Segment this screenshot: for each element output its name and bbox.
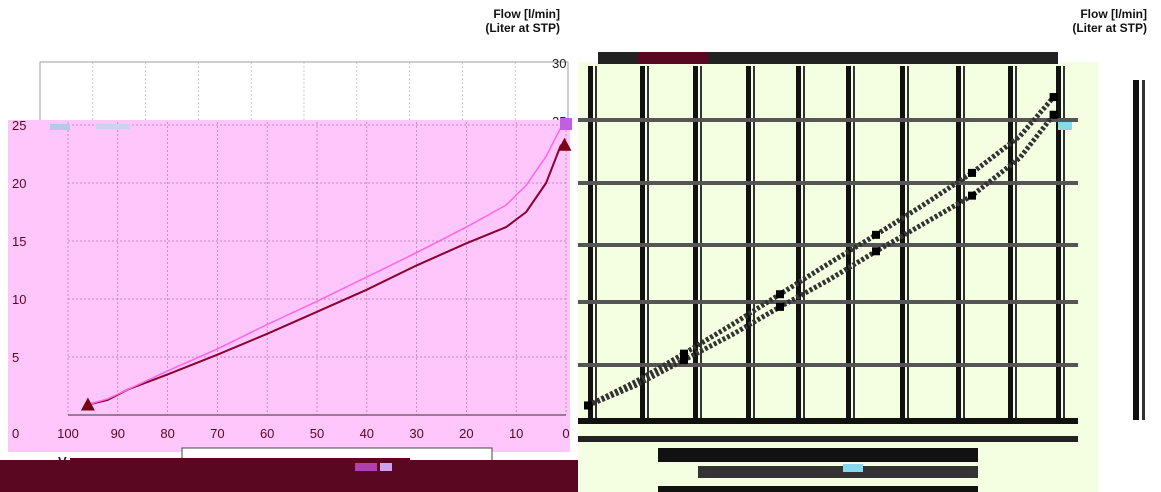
- glitch-pixel: [380, 463, 392, 471]
- right-footer-glitch-cyan: [843, 464, 863, 472]
- right-footer-glitch: [578, 436, 1078, 492]
- right-series-point: [680, 355, 688, 364]
- flow-axis-title-right: Flow [l/min] (Liter at STP): [987, 7, 1147, 35]
- flow-axis-title: Flow [l/min] (Liter at STP): [400, 7, 560, 35]
- glitch-pixel: [355, 463, 377, 471]
- right-series-point: [1049, 93, 1058, 102]
- flow-axis-label: Flow [l/min]: [493, 7, 560, 21]
- y-tick-label: 5: [12, 350, 19, 365]
- x-tick-label: 90: [111, 426, 125, 441]
- right-grid-horizontal: [578, 300, 1078, 304]
- x-tick-label: 50: [310, 426, 324, 441]
- right-series-point: [872, 230, 880, 239]
- right-grid-horizontal: [578, 243, 1078, 247]
- x-tick-label: 70: [210, 426, 224, 441]
- y-tick-label: 15: [12, 234, 26, 249]
- right-series-point: [680, 349, 688, 358]
- right-footer-tick-strip: [578, 436, 1078, 442]
- right-footer-strip-bottom: [658, 486, 978, 492]
- right-series-point: [872, 247, 880, 256]
- right-series-point: [776, 290, 784, 299]
- x-tick-label: 30: [409, 426, 423, 441]
- right-data-series: [584, 93, 1058, 410]
- x-tick-label: 10: [509, 426, 523, 441]
- marker-triangle: [557, 137, 572, 151]
- y-tick-label: 10: [12, 292, 26, 307]
- right-series-line: [587, 113, 1056, 408]
- x-tick-label: 80: [160, 426, 174, 441]
- background-grid: 3025: [39, 56, 569, 129]
- pink-plot-panel: [8, 120, 570, 452]
- marker-triangle: [80, 397, 95, 411]
- y-tick-label: 20: [12, 176, 26, 191]
- y-tick-right: 30: [552, 56, 566, 71]
- right-series-point: [968, 191, 976, 200]
- right-top-strip-dark: [638, 52, 708, 64]
- marker-square: [560, 118, 572, 130]
- right-footer-strip: [658, 448, 978, 462]
- right-series-line: [586, 95, 1056, 408]
- y-tick-label: 0: [12, 426, 19, 441]
- glitch-pixel: [96, 124, 130, 129]
- right-grid-horizontal: [578, 363, 1078, 367]
- glitch-pixel: [50, 124, 70, 130]
- x-tick-label: 60: [260, 426, 274, 441]
- right-x-axis: [578, 418, 1078, 424]
- right-grid-horizontal: [578, 181, 1078, 185]
- x-tick-label: 100: [57, 426, 79, 441]
- right-chart-panel: Flow [l/min] (Liter at STP): [578, 0, 1161, 492]
- data-markers: [80, 118, 572, 411]
- right-side-bar-thin: [1142, 80, 1145, 420]
- right-grid-horizontal: [578, 118, 1078, 122]
- x-tick-label: 40: [360, 426, 374, 441]
- data-series: [87, 126, 562, 406]
- right-top-strip: [598, 52, 1058, 64]
- flow-axis-label-right: Flow [l/min]: [1080, 7, 1147, 21]
- right-side-bar: [1133, 80, 1139, 420]
- y-tick-label: 25: [12, 118, 26, 133]
- left-chart-panel: Flow [l/min] (Liter at STP) 3025 1009080…: [0, 0, 578, 492]
- right-plot-grid: [578, 52, 1145, 424]
- right-chart: [578, 52, 1145, 492]
- plot-grid: [67, 122, 567, 416]
- x-tick-label: 20: [459, 426, 473, 441]
- series-line-light: [87, 126, 562, 406]
- footer-bar: [0, 460, 578, 492]
- x-tick-label: 0: [562, 426, 569, 441]
- flow-axis-sublabel: (Liter at STP): [485, 21, 560, 35]
- right-footer-strip: [698, 466, 978, 478]
- right-series-point: [1049, 110, 1058, 119]
- right-series-point: [968, 168, 976, 177]
- right-series-point: [776, 302, 784, 311]
- right-glitch-cyan: [1058, 122, 1072, 130]
- right-series-point: [584, 401, 592, 410]
- flow-axis-sublabel-right: (Liter at STP): [1072, 21, 1147, 35]
